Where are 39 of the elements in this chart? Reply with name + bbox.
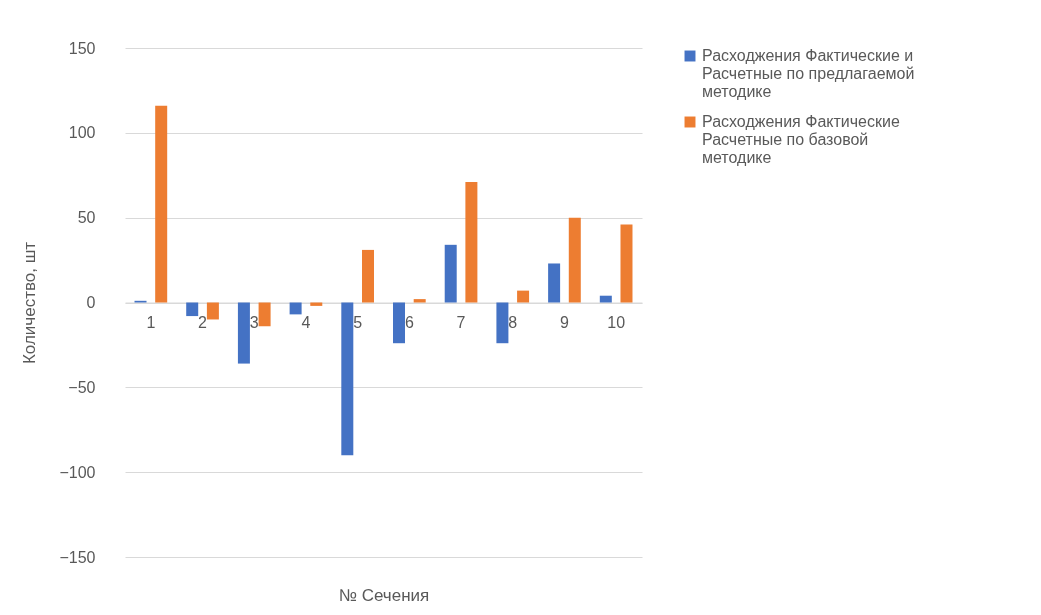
y-tick-label: 0	[86, 294, 96, 311]
x-tick-label: 3	[249, 314, 259, 331]
x-tick-label: 7	[456, 314, 466, 331]
bar	[496, 302, 509, 344]
bar	[444, 244, 457, 303]
y-tick-label: 50	[77, 209, 96, 227]
bar	[341, 302, 354, 456]
y-tick-label: 150	[68, 39, 96, 57]
x-tick-label: 10	[607, 314, 626, 331]
bar	[393, 302, 406, 344]
bar	[517, 290, 530, 303]
x-tick-label: 6	[404, 314, 414, 331]
legend-label: Расходжения Фактические Расчетные по базовой методике	[702, 113, 900, 166]
bar	[237, 302, 250, 364]
bar	[465, 182, 478, 303]
x-tick-label: 2	[198, 314, 208, 331]
legend-label: Расходжения Фактические и Расчетные по предлагаемой методике	[702, 47, 915, 100]
bar	[155, 105, 168, 303]
x-tick-label: 1	[146, 314, 156, 331]
x-tick-label: 5	[353, 314, 363, 331]
x-tick-label: 4	[301, 314, 311, 331]
y-axis-title: Количество, шт	[20, 241, 40, 365]
x-axis-title: № Сечения	[338, 585, 430, 605]
bar	[206, 302, 219, 320]
bar	[258, 302, 271, 327]
bar	[413, 299, 426, 303]
bar	[361, 249, 374, 303]
bar	[289, 302, 302, 315]
x-tick-label: 8	[508, 314, 518, 331]
x-tick-label: 9	[560, 314, 569, 331]
y-tick-label: −100	[59, 463, 96, 481]
y-tick-label: −150	[59, 548, 96, 566]
bar	[568, 217, 581, 303]
bar	[620, 224, 633, 303]
bar	[548, 263, 561, 303]
bar	[186, 302, 199, 317]
y-tick-label: 100	[68, 124, 96, 142]
y-tick-label: −50	[68, 378, 96, 396]
bar	[599, 295, 612, 303]
